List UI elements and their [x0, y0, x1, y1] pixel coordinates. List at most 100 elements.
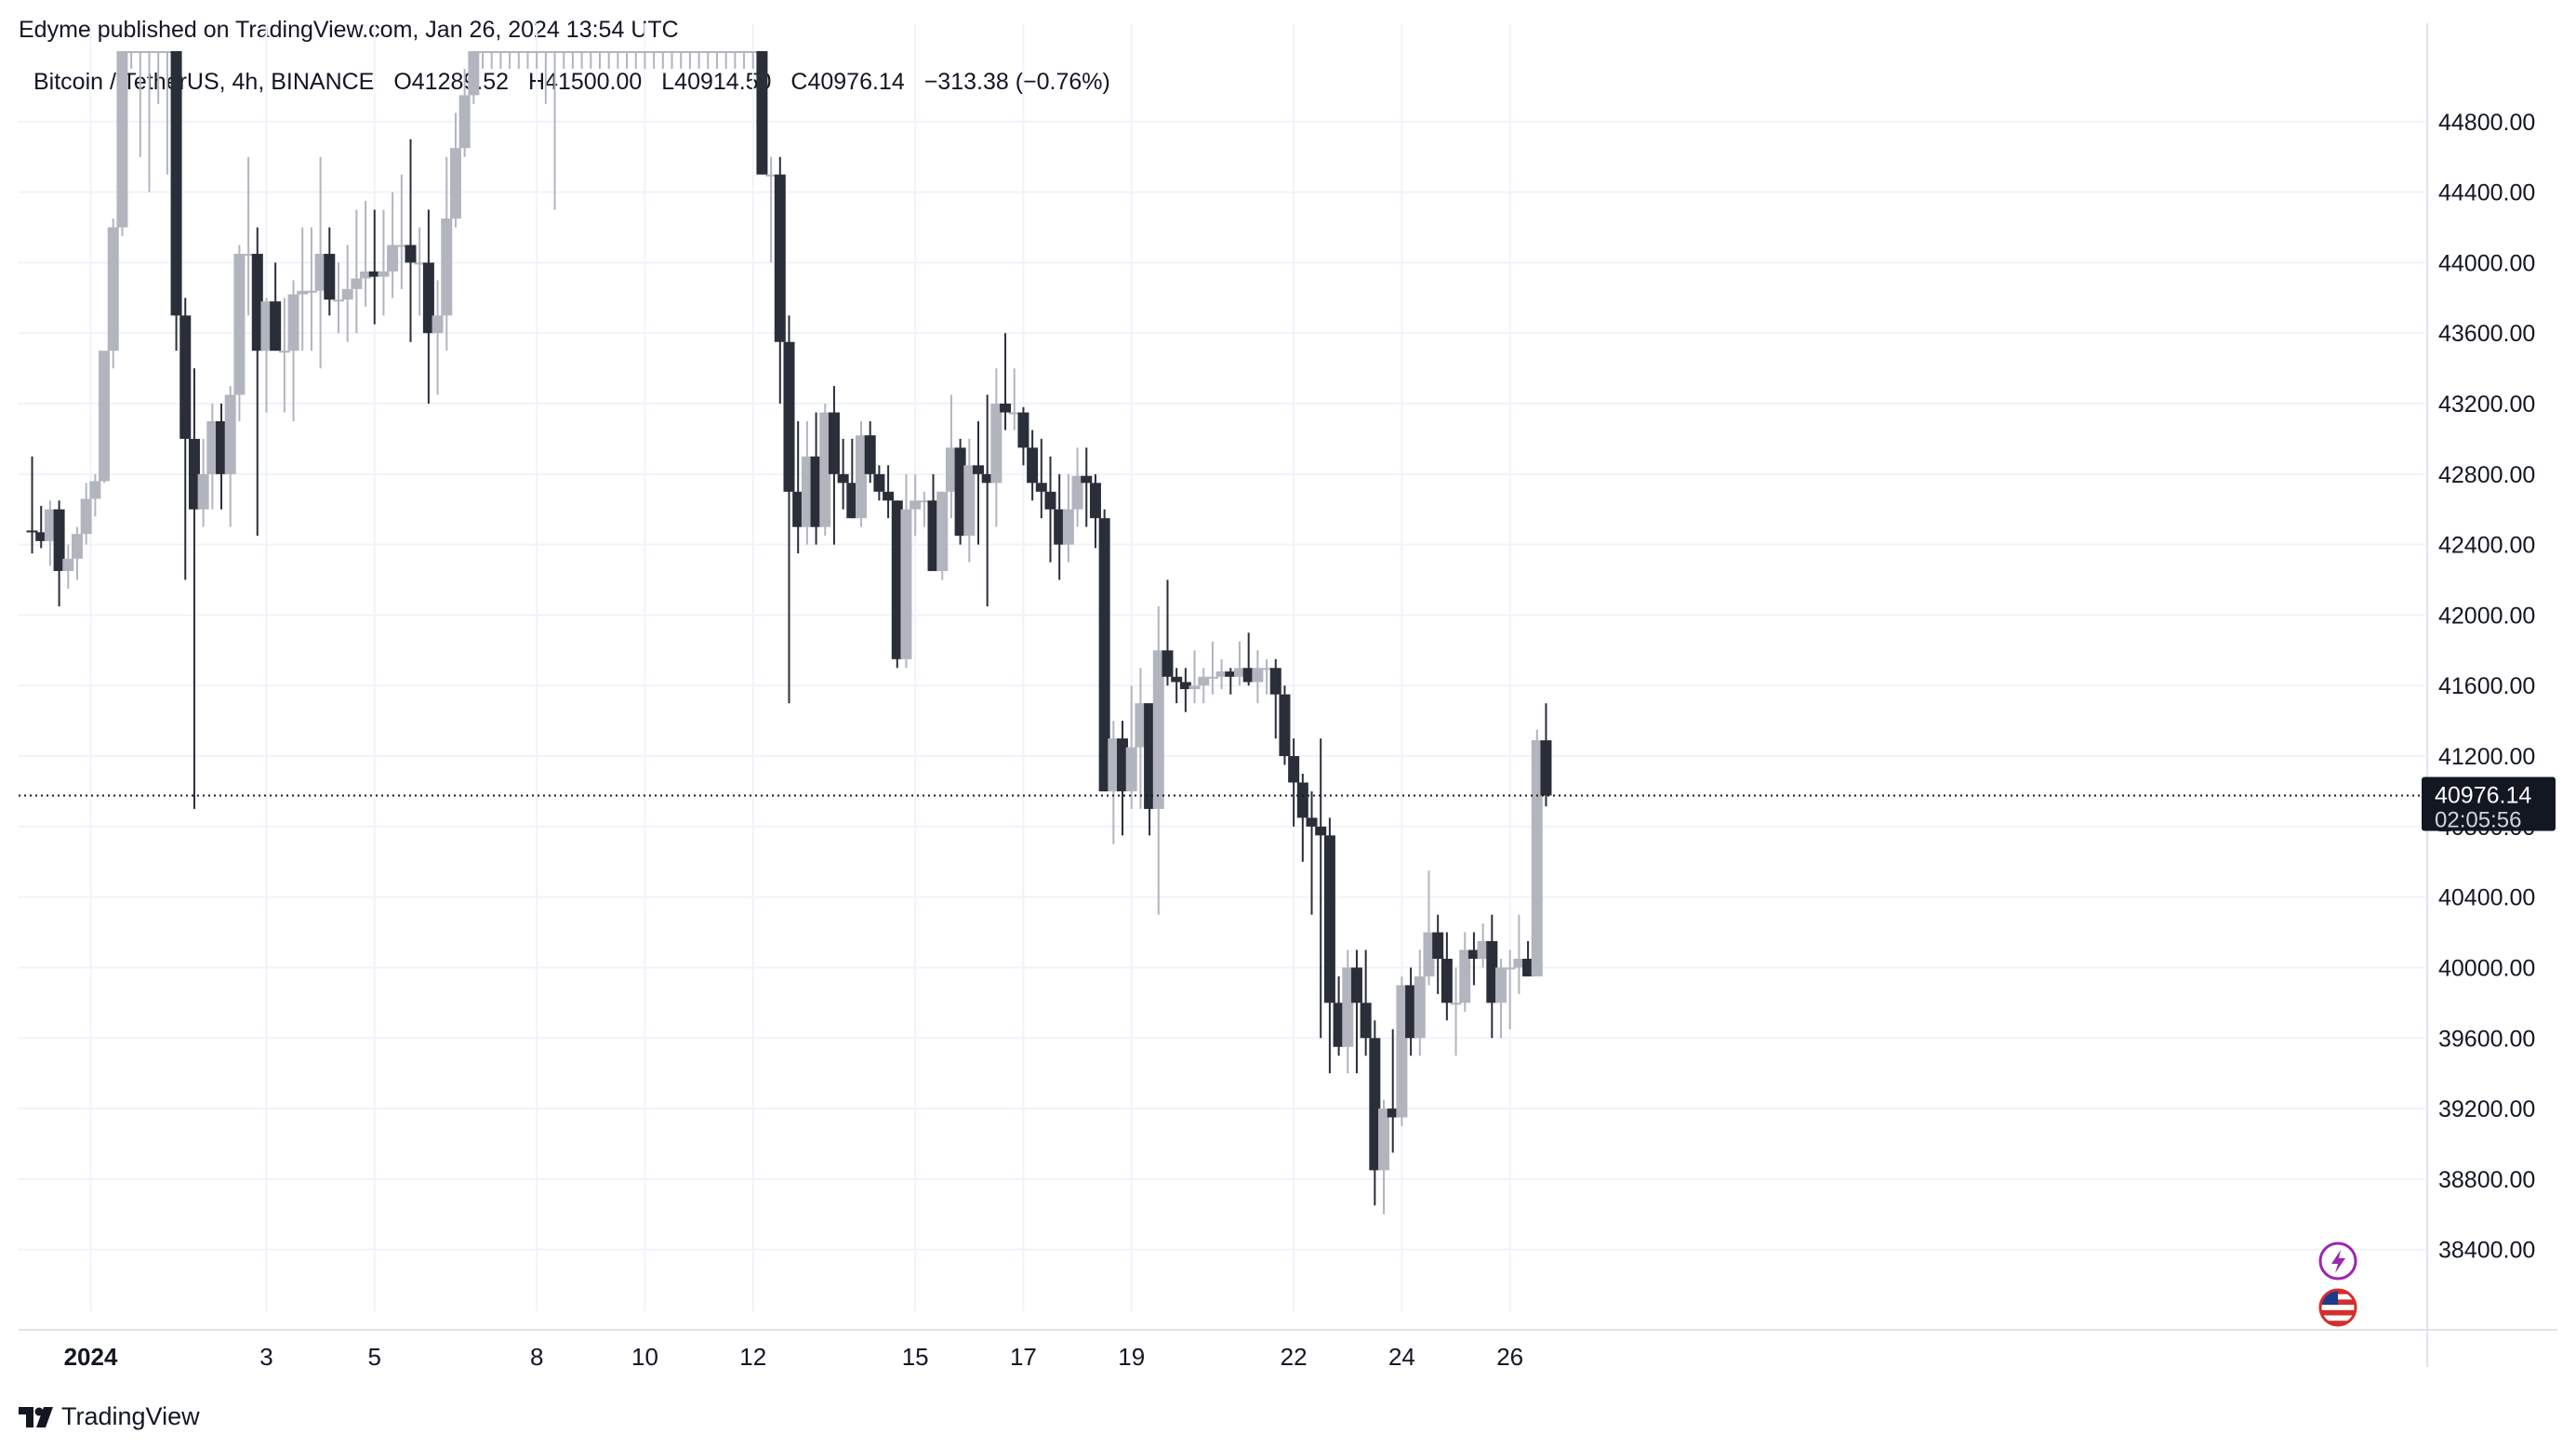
candle	[828, 386, 840, 545]
candle-body	[143, 51, 155, 53]
candle-body	[1540, 740, 1552, 796]
candle	[270, 262, 282, 352]
candle	[720, 51, 732, 69]
candle	[1179, 668, 1191, 712]
candle	[1495, 958, 1507, 1039]
candle-body	[1450, 1002, 1462, 1005]
brand-name: TradingView	[61, 1402, 200, 1430]
candle	[910, 473, 922, 537]
candle	[792, 420, 804, 554]
candle	[801, 420, 813, 545]
price-tick-label: 38800.00	[2438, 1167, 2535, 1193]
candle	[80, 483, 92, 545]
candle	[693, 51, 705, 69]
candle-body	[1108, 738, 1120, 791]
candle	[170, 51, 182, 352]
price-axis[interactable]: 38400.00 38800.00 39200.00 39600.00 40000.00…	[2426, 23, 2535, 1367]
candle	[1333, 976, 1345, 1056]
candle	[26, 456, 38, 554]
candle	[278, 298, 290, 413]
candle	[305, 227, 317, 352]
candle-body	[531, 51, 543, 53]
candle	[1522, 941, 1534, 976]
candle-body	[558, 51, 570, 53]
candle-body	[432, 315, 444, 334]
candle-body	[99, 351, 111, 482]
candle	[729, 51, 741, 69]
candle	[1279, 685, 1291, 765]
last-price-value: 40976.14	[2435, 782, 2531, 808]
candle	[1378, 1099, 1390, 1215]
legend-close: C40976.14	[790, 69, 905, 95]
bar-countdown: 02:05:56	[2435, 807, 2521, 832]
candle-body	[684, 51, 696, 53]
candle-body	[910, 500, 922, 510]
candle	[657, 51, 669, 69]
lightning-icon[interactable]	[2318, 1241, 2357, 1281]
candle	[702, 51, 714, 69]
candle-body	[1414, 976, 1426, 1039]
price-tick-label: 40000.00	[2438, 955, 2535, 981]
candle	[512, 51, 524, 69]
candle	[774, 156, 786, 405]
candle-body	[324, 253, 336, 300]
candle-body	[801, 456, 813, 527]
candle-body	[449, 148, 461, 219]
candle	[197, 438, 209, 527]
candle	[1369, 1020, 1381, 1206]
candle	[945, 394, 957, 519]
candle-body	[233, 253, 246, 395]
candle	[1513, 914, 1525, 994]
candle-body	[981, 473, 993, 484]
candle	[873, 465, 885, 501]
candle-body	[1054, 509, 1066, 545]
candle	[1044, 456, 1056, 563]
tradingview-brand[interactable]: TradingView	[19, 1402, 200, 1431]
candle-body	[251, 253, 263, 352]
candle	[1396, 976, 1408, 1127]
time-tick-label: 3	[259, 1343, 272, 1371]
candle	[99, 351, 111, 484]
price-tick-label: 38400.00	[2438, 1238, 2535, 1264]
publisher-caption: Edyme published on TradingView.com, Jan …	[19, 17, 679, 43]
time-axis[interactable]: 2024 3 5 8 10 12 15 17 19 22 24 26	[19, 1329, 2557, 1371]
candle-body	[1017, 412, 1029, 448]
candle	[387, 192, 399, 299]
candle-body	[188, 438, 200, 510]
candle	[1423, 870, 1435, 986]
candle-body	[594, 51, 606, 53]
candle-body	[89, 481, 101, 499]
tradingview-logo-icon	[19, 1406, 53, 1427]
candle-body	[864, 435, 876, 474]
candle-body	[116, 51, 128, 228]
candle	[630, 51, 642, 69]
candle-body	[972, 465, 984, 474]
candle	[566, 51, 578, 69]
candle-body	[1152, 650, 1164, 809]
legend-high: H41500.00	[527, 69, 643, 95]
candle	[594, 51, 606, 69]
candle-body	[1062, 509, 1074, 545]
candle-body	[1423, 932, 1435, 976]
candle	[856, 420, 868, 527]
price-tick-label: 39600.00	[2438, 1026, 2535, 1052]
candle-body	[1405, 985, 1417, 1039]
candle-body	[747, 51, 759, 53]
time-tick-label: 2024	[64, 1343, 118, 1371]
candle-body	[1323, 835, 1335, 1003]
candle	[1233, 641, 1245, 686]
candle	[1342, 949, 1354, 1074]
candle-body	[648, 51, 660, 53]
candle-body	[477, 51, 489, 53]
candle-body	[585, 51, 597, 53]
time-tick-label: 8	[530, 1343, 543, 1371]
candle	[504, 51, 516, 69]
candle	[927, 473, 939, 572]
candle	[639, 51, 651, 69]
time-tick-label: 26	[1496, 1343, 1523, 1371]
candle-body	[360, 271, 372, 279]
candle-body	[1179, 682, 1191, 690]
us-flag-icon[interactable]	[2318, 1288, 2357, 1327]
candle-body	[1288, 756, 1300, 783]
